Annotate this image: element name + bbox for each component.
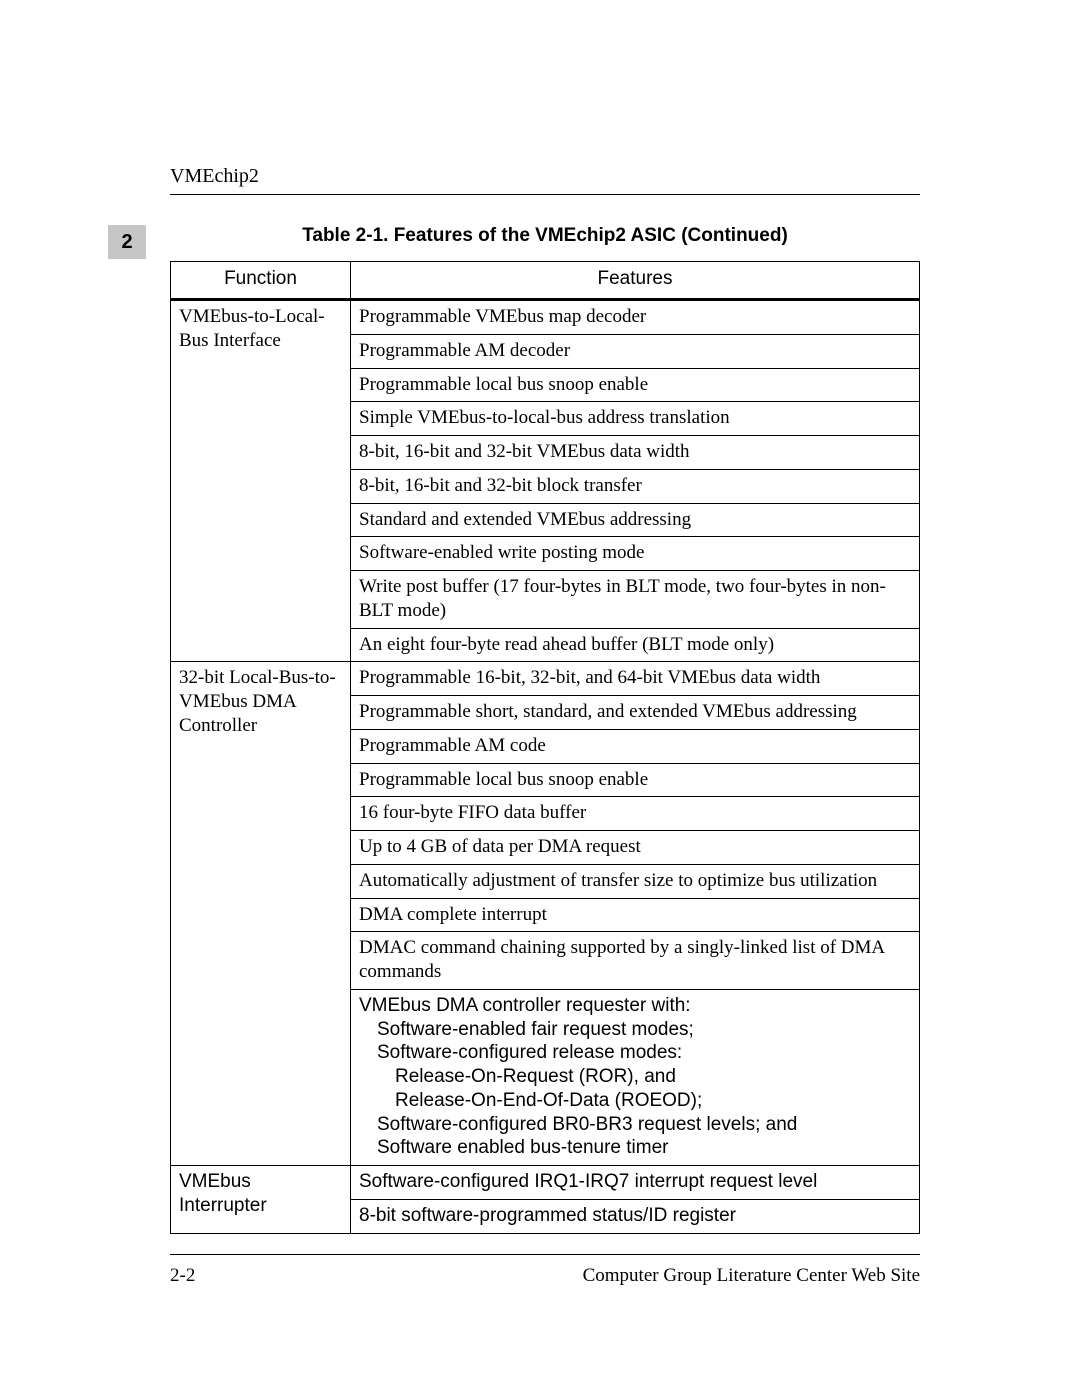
table-header-row: Function Features	[171, 262, 920, 300]
chapter-number-tab: 2	[108, 225, 146, 259]
feature-cell: 8-bit software-programmed status/ID regi…	[351, 1199, 920, 1233]
feature-line: Software-enabled fair request modes;	[359, 1018, 911, 1042]
feature-cell: Programmable local bus snoop enable	[351, 368, 920, 402]
feature-cell: Programmable local bus snoop enable	[351, 763, 920, 797]
feature-cell: An eight four-byte read ahead buffer (BL…	[351, 628, 920, 662]
header-rule	[170, 194, 920, 195]
feature-cell: Simple VMEbus-to-local-bus address trans…	[351, 402, 920, 436]
page-footer: 2-2 Computer Group Literature Center Web…	[170, 1254, 920, 1287]
table-caption: Table 2-1. Features of the VMEchip2 ASIC…	[170, 225, 920, 247]
document-page: VMEchip2 2 Table 2-1. Features of the VM…	[0, 0, 1080, 1397]
function-cell: VMEbus Interrupter	[171, 1166, 351, 1234]
feature-cell: DMAC command chaining supported by a sin…	[351, 932, 920, 990]
feature-cell: Software-configured IRQ1-IRQ7 interrupt …	[351, 1166, 920, 1200]
feature-cell: Programmable VMEbus map decoder	[351, 300, 920, 335]
table-row: VMEbus-to-Local-Bus InterfaceProgrammabl…	[171, 300, 920, 335]
page-number: 2-2	[170, 1265, 195, 1287]
footer-site-text: Computer Group Literature Center Web Sit…	[583, 1265, 920, 1287]
feature-line: Software-configured release modes:	[359, 1041, 911, 1065]
feature-cell: Automatically adjustment of transfer siz…	[351, 864, 920, 898]
feature-cell: 8-bit, 16-bit and 32-bit block transfer	[351, 469, 920, 503]
table-row: VMEbus InterrupterSoftware-configured IR…	[171, 1166, 920, 1200]
feature-cell: 8-bit, 16-bit and 32-bit VMEbus data wid…	[351, 436, 920, 470]
table-row: 32-bit Local-Bus-to-VMEbus DMA Controlle…	[171, 662, 920, 696]
feature-line: Release-On-End-Of-Data (ROEOD);	[359, 1089, 911, 1113]
feature-line: Release-On-Request (ROR), and	[359, 1065, 911, 1089]
feature-line: Software-configured BR0-BR3 request leve…	[359, 1113, 911, 1137]
feature-cell: VMEbus DMA controller requester with:Sof…	[351, 989, 920, 1165]
feature-cell: 16 four-byte FIFO data buffer	[351, 797, 920, 831]
feature-cell: Programmable AM code	[351, 729, 920, 763]
feature-line: Software enabled bus-tenure timer	[359, 1136, 911, 1160]
function-cell: VMEbus-to-Local-Bus Interface	[171, 300, 351, 662]
feature-cell: Write post buffer (17 four-bytes in BLT …	[351, 571, 920, 629]
feature-cell: DMA complete interrupt	[351, 898, 920, 932]
function-cell: 32-bit Local-Bus-to-VMEbus DMA Controlle…	[171, 662, 351, 1166]
feature-line: VMEbus DMA controller requester with:	[359, 994, 911, 1018]
footer-rule	[170, 1254, 920, 1255]
feature-cell: Programmable 16-bit, 32-bit, and 64-bit …	[351, 662, 920, 696]
feature-cell: Programmable AM decoder	[351, 334, 920, 368]
running-header: VMEchip2	[170, 165, 920, 188]
feature-cell: Programmable short, standard, and extend…	[351, 696, 920, 730]
features-table: Function Features VMEbus-to-Local-Bus In…	[170, 261, 920, 1234]
column-header-function: Function	[171, 262, 351, 300]
feature-cell: Standard and extended VMEbus addressing	[351, 503, 920, 537]
feature-cell: Software-enabled write posting mode	[351, 537, 920, 571]
column-header-features: Features	[351, 262, 920, 300]
feature-cell: Up to 4 GB of data per DMA request	[351, 831, 920, 865]
